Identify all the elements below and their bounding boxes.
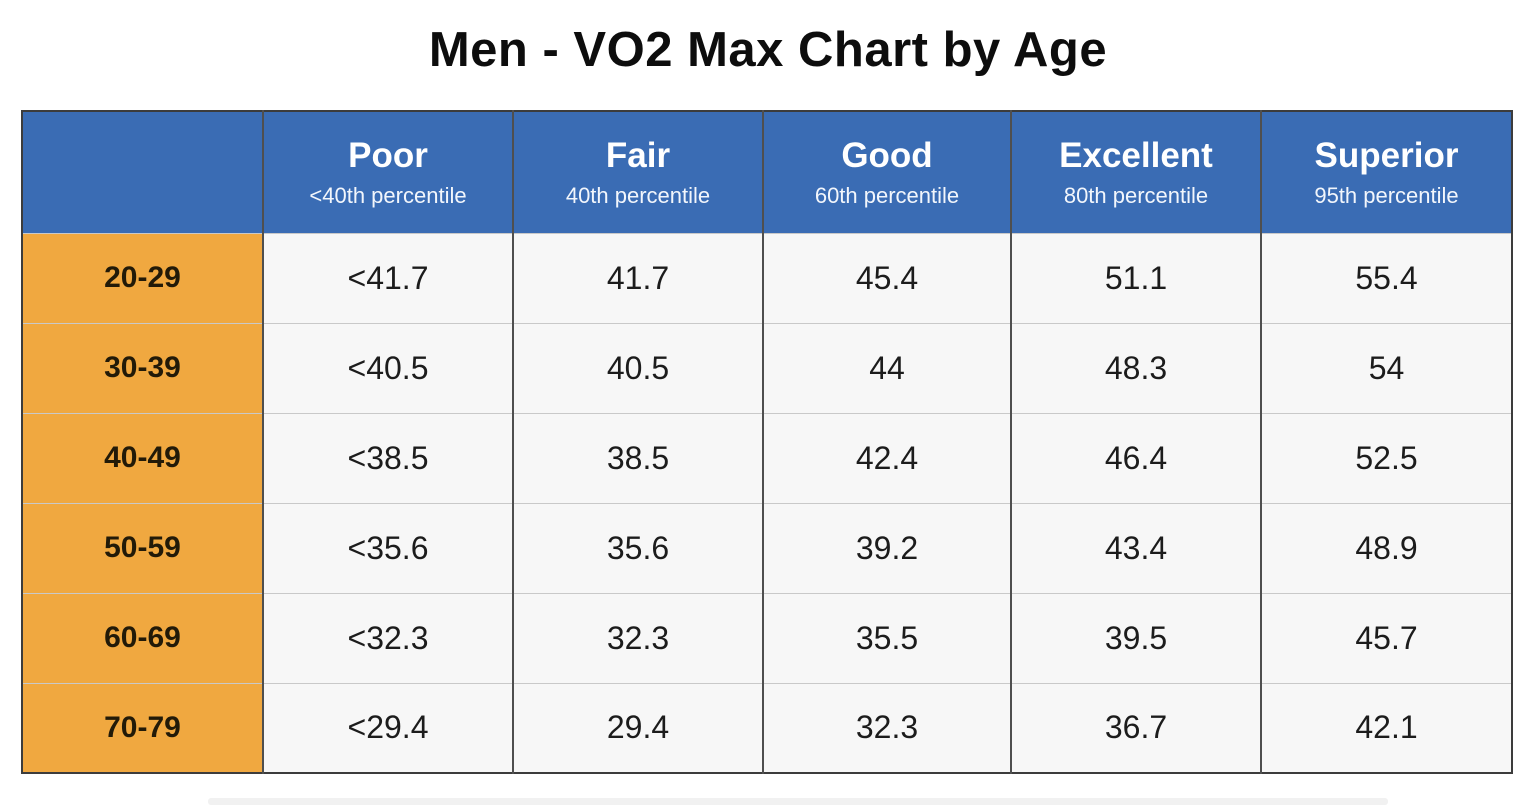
column-sublabel: <40th percentile: [309, 182, 467, 208]
age-cell: 50-59: [22, 502, 263, 593]
table-row: 60-69 <32.3 32.3 35.5 39.5 45.7: [22, 592, 1512, 683]
age-cell: 60-69: [22, 592, 263, 683]
table-shadow: [208, 798, 1388, 805]
value-cell: 32.3: [512, 592, 763, 683]
header-row: Poor <40th percentile Fair 40th percenti…: [22, 111, 1512, 233]
table-row: 50-59 <35.6 35.6 39.2 43.4 48.9: [22, 502, 1512, 593]
header-cell-age: [22, 111, 263, 233]
value-cell: 42.1: [1260, 682, 1512, 773]
value-cell: <41.7: [262, 232, 513, 323]
value-cell: 48.9: [1260, 502, 1512, 593]
column-label: Superior: [1314, 135, 1459, 175]
value-cell: 36.7: [1010, 682, 1261, 773]
column-header-good: Good 60th percentile: [762, 111, 1011, 233]
age-cell: 20-29: [22, 232, 263, 323]
value-cell: <32.3: [262, 592, 513, 683]
column-header-poor: Poor <40th percentile: [262, 111, 513, 233]
value-cell: <29.4: [262, 682, 513, 773]
value-cell: 35.6: [512, 502, 763, 593]
age-cell: 40-49: [22, 412, 263, 503]
column-label: Excellent: [1059, 135, 1213, 175]
value-cell: 52.5: [1260, 412, 1512, 503]
table-row: 70-79 <29.4 29.4 32.3 36.7 42.1: [22, 682, 1512, 773]
value-cell: 32.3: [762, 682, 1011, 773]
value-cell: 42.4: [762, 412, 1011, 503]
column-label: Fair: [605, 135, 671, 175]
value-cell: <35.6: [262, 502, 513, 593]
column-sublabel: 60th percentile: [814, 182, 960, 208]
value-cell: 44: [762, 322, 1011, 413]
vo2max-table: Poor <40th percentile Fair 40th percenti…: [21, 110, 1513, 774]
value-cell: 39.5: [1010, 592, 1261, 683]
page-title: Men - VO2 Max Chart by Age: [428, 23, 1108, 77]
value-cell: 45.7: [1260, 592, 1512, 683]
value-cell: 38.5: [512, 412, 763, 503]
age-cell: 30-39: [22, 322, 263, 413]
column-label: Good: [841, 135, 933, 175]
value-cell: <38.5: [262, 412, 513, 503]
value-cell: 41.7: [512, 232, 763, 323]
value-cell: 51.1: [1010, 232, 1261, 323]
table-row: 30-39 <40.5 40.5 44 48.3 54: [22, 322, 1512, 413]
value-cell: 39.2: [762, 502, 1011, 593]
column-sublabel: 95th percentile: [1314, 182, 1459, 208]
column-header-fair: Fair 40th percentile: [512, 111, 763, 233]
column-header-excellent: Excellent 80th percentile: [1010, 111, 1261, 233]
table-row: 20-29 <41.7 41.7 45.4 51.1 55.4: [22, 232, 1512, 323]
value-cell: 48.3: [1010, 322, 1261, 413]
value-cell: 45.4: [762, 232, 1011, 323]
value-cell: <40.5: [262, 322, 513, 413]
table-body: 20-29 <41.7 41.7 45.4 51.1 55.4 30-39 <4…: [22, 232, 1512, 773]
value-cell: 43.4: [1010, 502, 1261, 593]
value-cell: 46.4: [1010, 412, 1261, 503]
value-cell: 54: [1260, 322, 1512, 413]
value-cell: 40.5: [512, 322, 763, 413]
column-sublabel: 40th percentile: [565, 182, 711, 208]
value-cell: 55.4: [1260, 232, 1512, 323]
value-cell: 29.4: [512, 682, 763, 773]
column-label: Poor: [348, 135, 428, 175]
column-sublabel: 80th percentile: [1063, 182, 1209, 208]
column-header-superior: Superior 95th percentile: [1260, 111, 1512, 233]
age-cell: 70-79: [22, 682, 263, 773]
table-row: 40-49 <38.5 38.5 42.4 46.4 52.5: [22, 412, 1512, 503]
value-cell: 35.5: [762, 592, 1011, 683]
table-header: Poor <40th percentile Fair 40th percenti…: [22, 111, 1512, 233]
